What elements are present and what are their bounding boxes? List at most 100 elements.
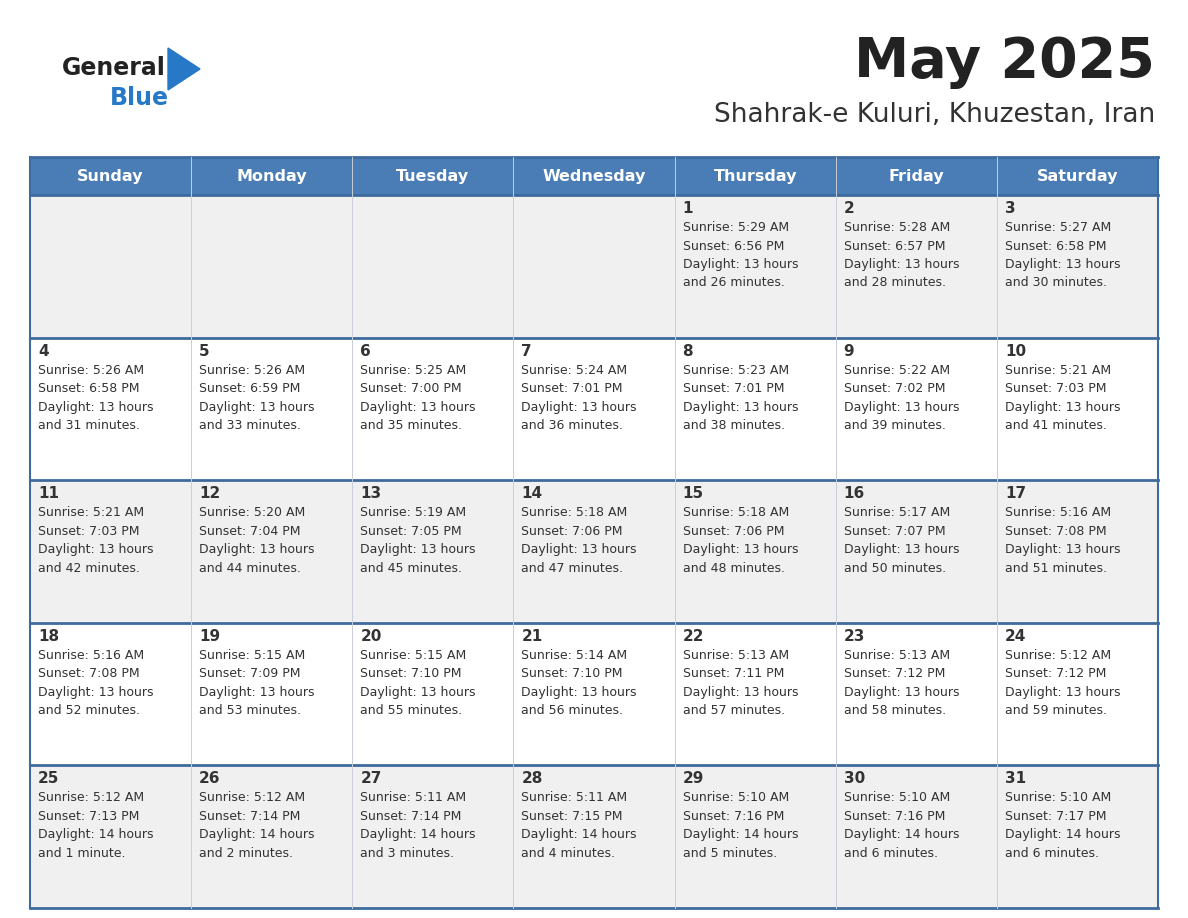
Text: Sunrise: 5:28 AM: Sunrise: 5:28 AM	[843, 221, 950, 234]
Text: 28: 28	[522, 771, 543, 787]
Text: Daylight: 13 hours: Daylight: 13 hours	[683, 543, 798, 556]
Text: Daylight: 13 hours: Daylight: 13 hours	[522, 686, 637, 699]
Text: 20: 20	[360, 629, 381, 644]
Text: Sunrise: 5:19 AM: Sunrise: 5:19 AM	[360, 506, 467, 520]
Text: and 2 minutes.: and 2 minutes.	[200, 847, 293, 860]
Text: Sunset: 6:57 PM: Sunset: 6:57 PM	[843, 240, 946, 252]
Text: Sunday: Sunday	[77, 169, 144, 184]
Text: Sunrise: 5:20 AM: Sunrise: 5:20 AM	[200, 506, 305, 520]
Bar	[513, 338, 675, 480]
Bar	[997, 766, 1158, 908]
Text: 15: 15	[683, 487, 703, 501]
Bar	[353, 157, 513, 195]
Text: Sunset: 7:13 PM: Sunset: 7:13 PM	[38, 810, 139, 823]
Bar	[835, 622, 997, 766]
Text: Sunrise: 5:12 AM: Sunrise: 5:12 AM	[1005, 649, 1111, 662]
Text: and 6 minutes.: and 6 minutes.	[843, 847, 937, 860]
Text: General: General	[62, 56, 166, 80]
Text: Sunrise: 5:16 AM: Sunrise: 5:16 AM	[1005, 506, 1111, 520]
Text: Sunset: 7:05 PM: Sunset: 7:05 PM	[360, 525, 462, 538]
Text: 26: 26	[200, 771, 221, 787]
Text: Daylight: 13 hours: Daylight: 13 hours	[1005, 258, 1120, 271]
Text: and 30 minutes.: and 30 minutes.	[1005, 276, 1107, 289]
Text: Daylight: 14 hours: Daylight: 14 hours	[683, 828, 798, 842]
Bar	[675, 480, 835, 622]
Text: and 45 minutes.: and 45 minutes.	[360, 562, 462, 575]
Bar	[835, 157, 997, 195]
Text: Daylight: 13 hours: Daylight: 13 hours	[522, 543, 637, 556]
Text: Sunrise: 5:10 AM: Sunrise: 5:10 AM	[843, 791, 950, 804]
Text: Sunset: 7:14 PM: Sunset: 7:14 PM	[360, 810, 462, 823]
Text: 5: 5	[200, 343, 210, 359]
Text: 13: 13	[360, 487, 381, 501]
Text: Daylight: 13 hours: Daylight: 13 hours	[683, 400, 798, 414]
Text: 17: 17	[1005, 487, 1026, 501]
Text: Sunset: 7:12 PM: Sunset: 7:12 PM	[843, 667, 946, 680]
Bar	[191, 622, 353, 766]
Text: Daylight: 13 hours: Daylight: 13 hours	[38, 686, 153, 699]
Text: 24: 24	[1005, 629, 1026, 644]
Text: Sunset: 7:04 PM: Sunset: 7:04 PM	[200, 525, 301, 538]
Text: Sunrise: 5:13 AM: Sunrise: 5:13 AM	[843, 649, 950, 662]
Bar	[30, 766, 191, 908]
Text: and 44 minutes.: and 44 minutes.	[200, 562, 301, 575]
Text: Daylight: 13 hours: Daylight: 13 hours	[38, 400, 153, 414]
Text: Sunset: 7:03 PM: Sunset: 7:03 PM	[1005, 382, 1106, 395]
Bar	[835, 195, 997, 338]
Text: 6: 6	[360, 343, 371, 359]
Text: Daylight: 14 hours: Daylight: 14 hours	[843, 828, 959, 842]
Text: and 59 minutes.: and 59 minutes.	[1005, 704, 1107, 717]
Text: 7: 7	[522, 343, 532, 359]
Text: Sunrise: 5:11 AM: Sunrise: 5:11 AM	[522, 791, 627, 804]
Text: Sunset: 7:14 PM: Sunset: 7:14 PM	[200, 810, 301, 823]
Text: Daylight: 13 hours: Daylight: 13 hours	[360, 686, 475, 699]
Bar	[513, 195, 675, 338]
Text: 25: 25	[38, 771, 59, 787]
Text: Friday: Friday	[889, 169, 944, 184]
Bar	[191, 480, 353, 622]
Text: 2: 2	[843, 201, 854, 216]
Text: 23: 23	[843, 629, 865, 644]
Text: Daylight: 13 hours: Daylight: 13 hours	[683, 686, 798, 699]
Text: Sunset: 7:15 PM: Sunset: 7:15 PM	[522, 810, 623, 823]
Text: and 48 minutes.: and 48 minutes.	[683, 562, 784, 575]
Bar	[675, 157, 835, 195]
Text: and 5 minutes.: and 5 minutes.	[683, 847, 777, 860]
Text: and 53 minutes.: and 53 minutes.	[200, 704, 301, 717]
Text: Daylight: 13 hours: Daylight: 13 hours	[200, 543, 315, 556]
Text: and 33 minutes.: and 33 minutes.	[200, 420, 301, 432]
Text: and 57 minutes.: and 57 minutes.	[683, 704, 785, 717]
Text: and 38 minutes.: and 38 minutes.	[683, 420, 784, 432]
Text: Daylight: 13 hours: Daylight: 13 hours	[1005, 686, 1120, 699]
Text: May 2025: May 2025	[854, 35, 1155, 89]
Text: Monday: Monday	[236, 169, 307, 184]
Text: and 55 minutes.: and 55 minutes.	[360, 704, 462, 717]
Bar	[353, 766, 513, 908]
Text: and 42 minutes.: and 42 minutes.	[38, 562, 140, 575]
Bar	[513, 480, 675, 622]
Text: 11: 11	[38, 487, 59, 501]
Text: Daylight: 14 hours: Daylight: 14 hours	[522, 828, 637, 842]
Text: Daylight: 13 hours: Daylight: 13 hours	[843, 400, 959, 414]
Text: Sunset: 7:06 PM: Sunset: 7:06 PM	[522, 525, 623, 538]
Text: 8: 8	[683, 343, 693, 359]
Bar	[191, 157, 353, 195]
Text: Sunset: 7:01 PM: Sunset: 7:01 PM	[522, 382, 623, 395]
Text: and 47 minutes.: and 47 minutes.	[522, 562, 624, 575]
Text: 29: 29	[683, 771, 704, 787]
Text: Sunset: 7:07 PM: Sunset: 7:07 PM	[843, 525, 946, 538]
Text: Sunrise: 5:12 AM: Sunrise: 5:12 AM	[38, 791, 144, 804]
Text: 12: 12	[200, 487, 221, 501]
Text: and 4 minutes.: and 4 minutes.	[522, 847, 615, 860]
Bar	[191, 766, 353, 908]
Text: Sunset: 7:10 PM: Sunset: 7:10 PM	[360, 667, 462, 680]
Bar	[675, 195, 835, 338]
Text: and 31 minutes.: and 31 minutes.	[38, 420, 140, 432]
Bar	[997, 157, 1158, 195]
Text: Daylight: 13 hours: Daylight: 13 hours	[360, 400, 475, 414]
Text: Sunrise: 5:16 AM: Sunrise: 5:16 AM	[38, 649, 144, 662]
Bar	[30, 480, 191, 622]
Text: Sunset: 7:02 PM: Sunset: 7:02 PM	[843, 382, 946, 395]
Text: Daylight: 14 hours: Daylight: 14 hours	[38, 828, 153, 842]
Text: Sunrise: 5:18 AM: Sunrise: 5:18 AM	[683, 506, 789, 520]
